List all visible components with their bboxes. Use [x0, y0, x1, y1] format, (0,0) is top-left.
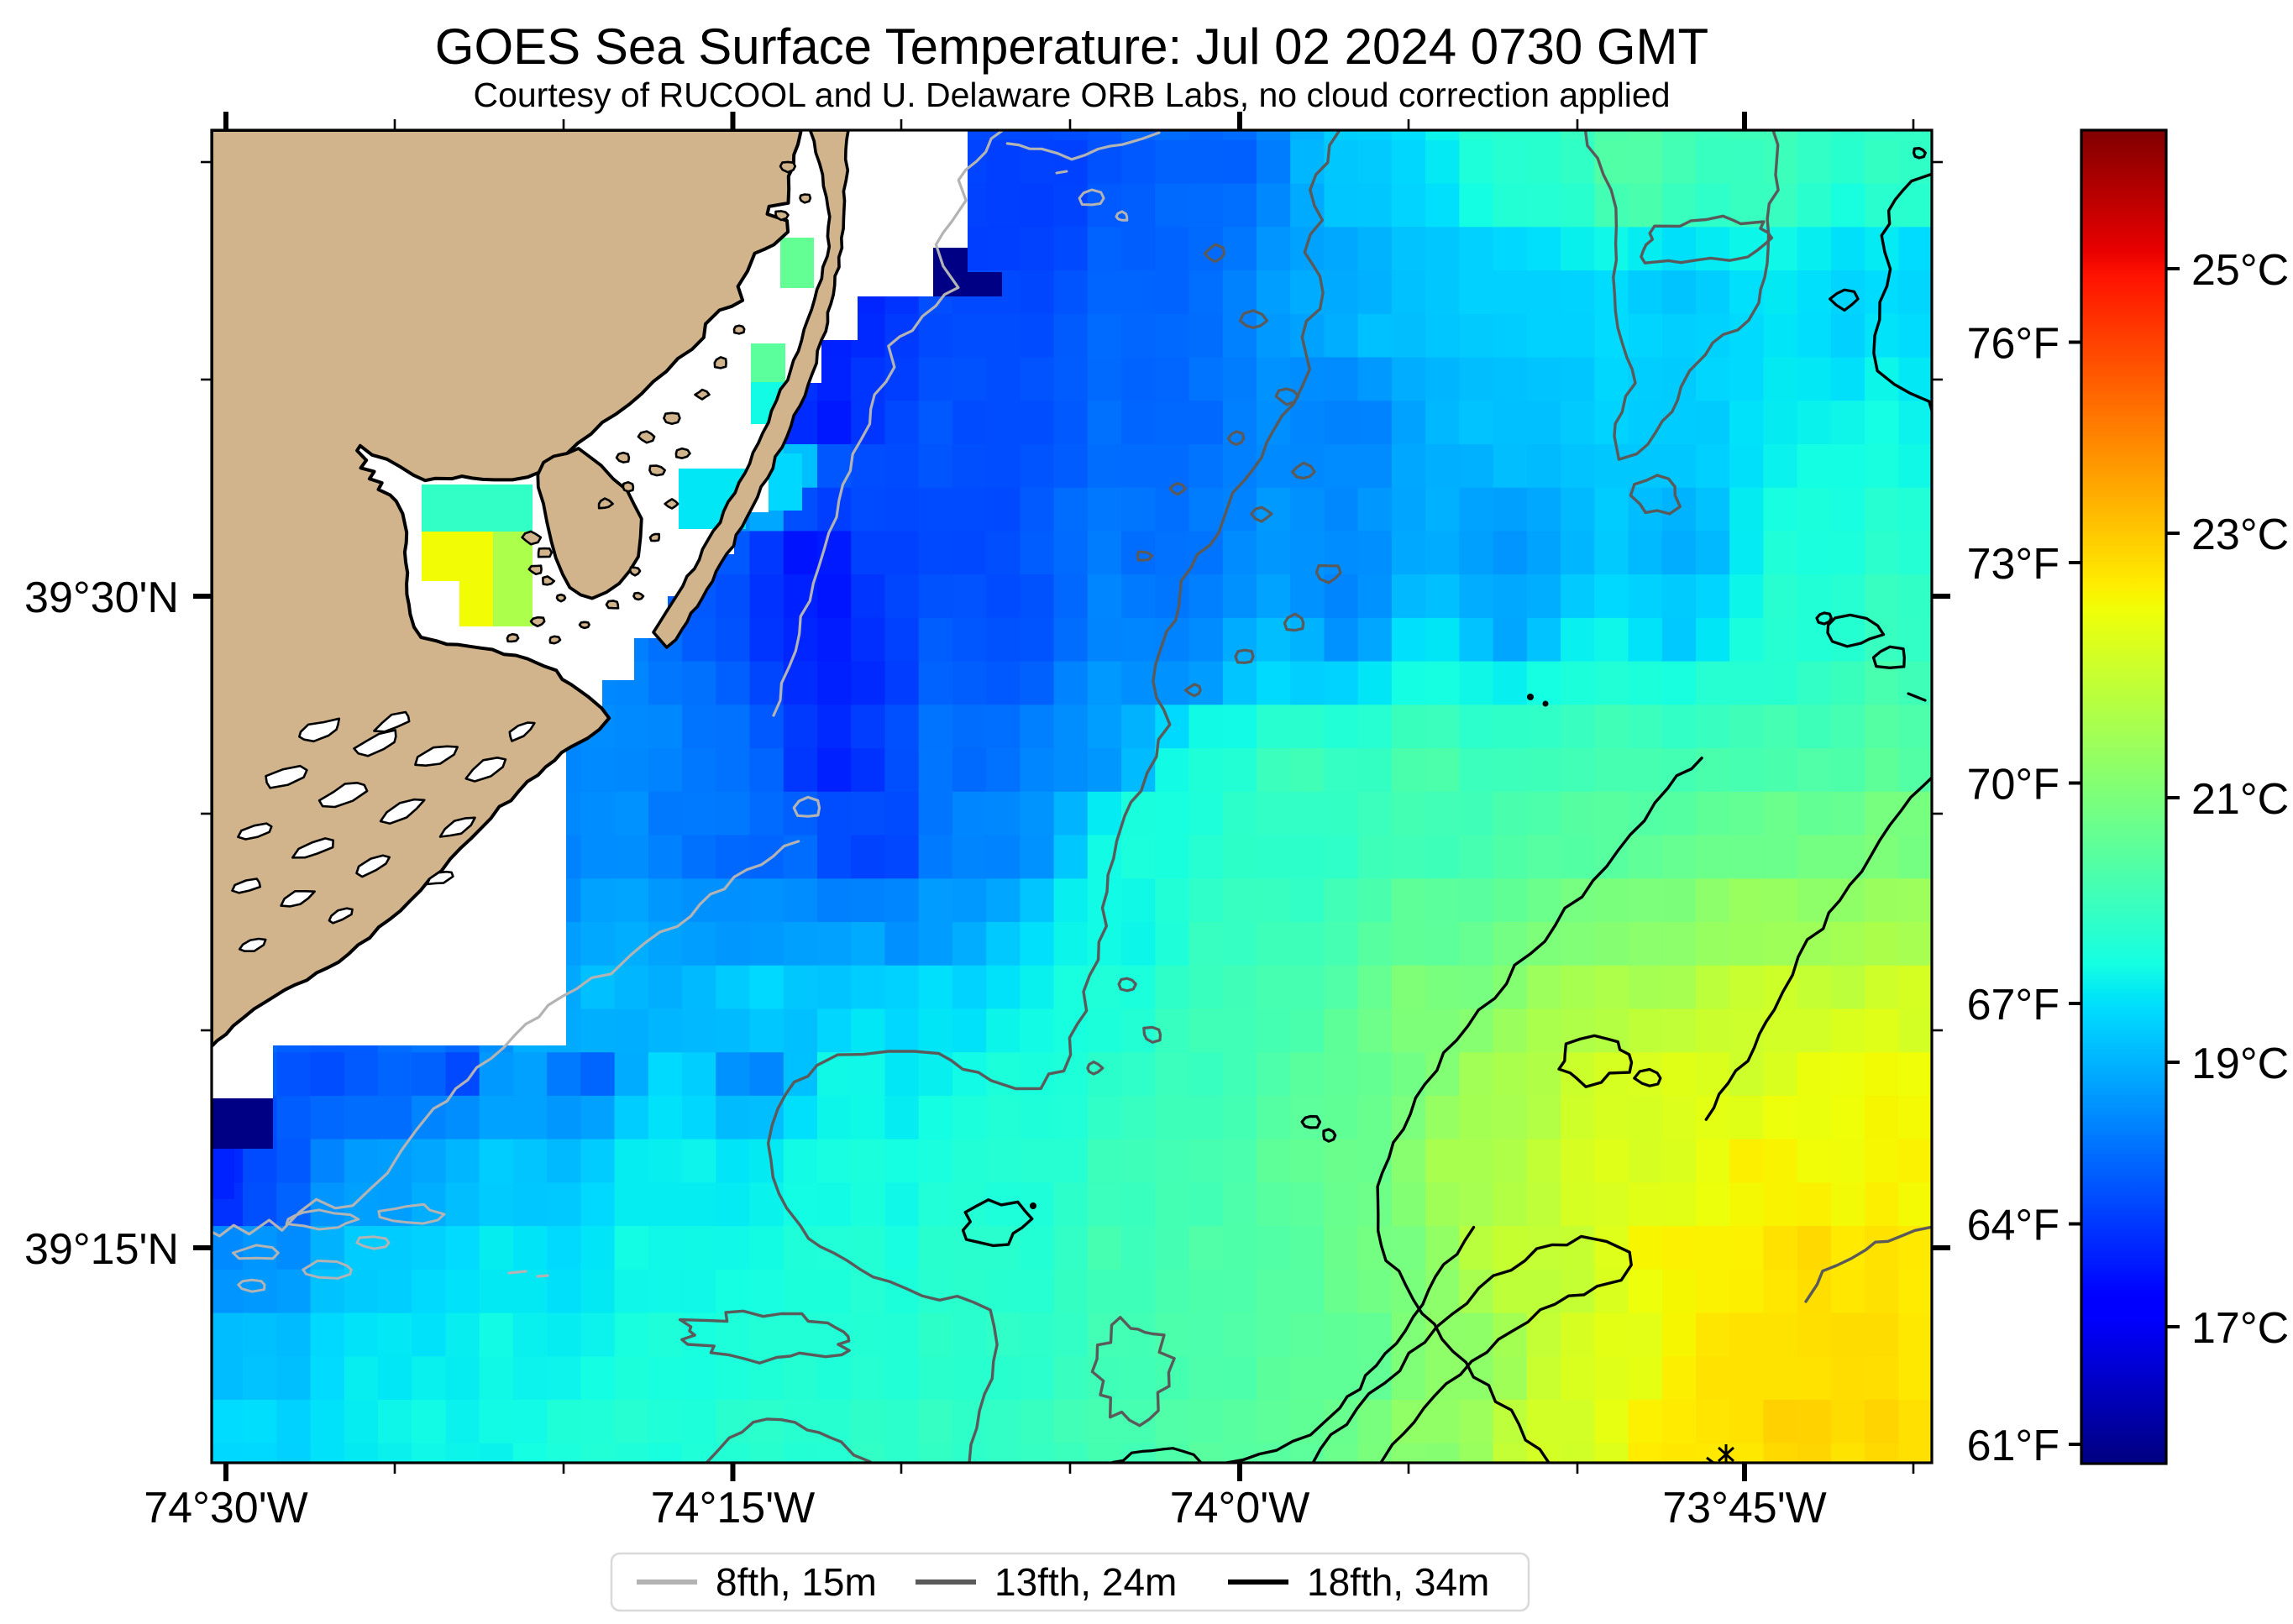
svg-text:19°C: 19°C [2191, 1040, 2289, 1088]
svg-text:39°30'N: 39°30'N [24, 574, 179, 622]
svg-text:39°15'N: 39°15'N [24, 1225, 179, 1274]
svg-text:74°30'W: 74°30'W [144, 1484, 307, 1532]
svg-text:GOES Sea Surface Temperature:: GOES Sea Surface Temperature: Jul 02 202… [435, 18, 1708, 75]
svg-text:25°C: 25°C [2191, 246, 2289, 295]
svg-text:Courtesy of RUCOOL and U. Dela: Courtesy of RUCOOL and U. Delaware ORB L… [473, 76, 1670, 114]
svg-text:70°F: 70°F [1967, 761, 2060, 809]
svg-text:17°C: 17°C [2191, 1304, 2289, 1353]
svg-text:23°C: 23°C [2191, 511, 2289, 559]
svg-text:64°F: 64°F [1967, 1202, 2060, 1250]
svg-text:74°0'W: 74°0'W [1170, 1484, 1310, 1532]
svg-text:18fth, 34m: 18fth, 34m [1307, 1560, 1489, 1604]
svg-text:76°F: 76°F [1967, 320, 2060, 369]
svg-text:73°F: 73°F [1967, 540, 2060, 589]
svg-text:73°45'W: 73°45'W [1662, 1484, 1826, 1532]
svg-text:21°C: 21°C [2191, 775, 2289, 824]
svg-text:61°F: 61°F [1967, 1422, 2060, 1470]
svg-text:8fth, 15m: 8fth, 15m [716, 1560, 877, 1604]
svg-text:74°15'W: 74°15'W [651, 1484, 815, 1532]
svg-text:67°F: 67°F [1967, 981, 2060, 1029]
svg-text:13fth, 24m: 13fth, 24m [994, 1560, 1177, 1604]
